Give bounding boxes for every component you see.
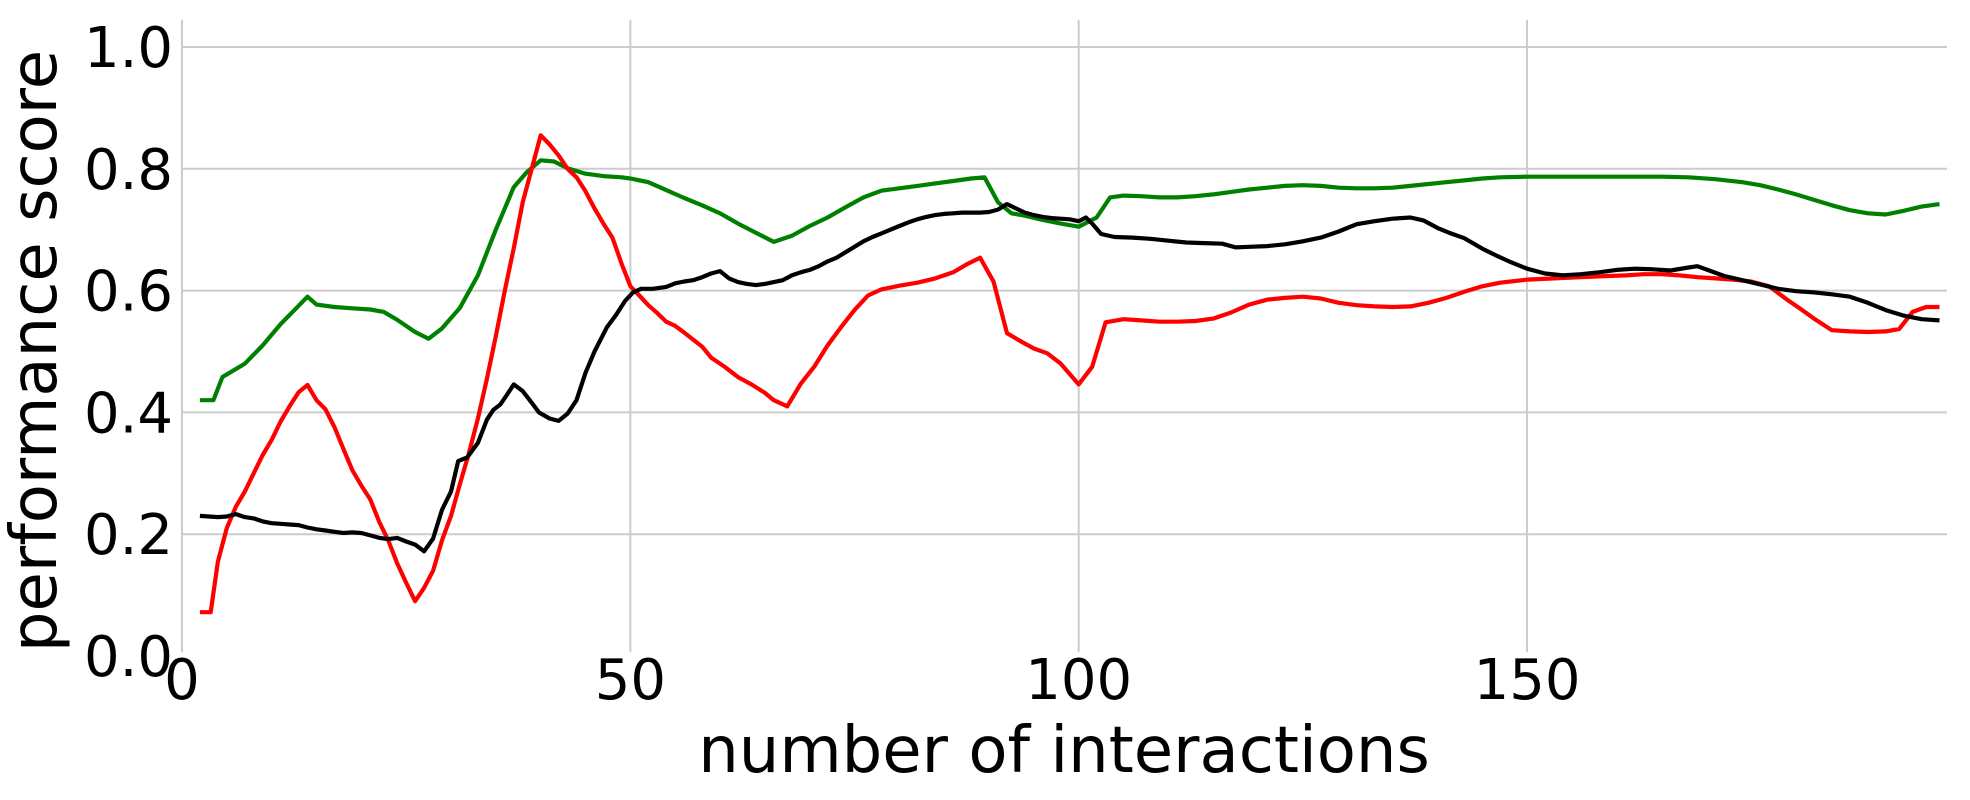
series-green-line [199,158,1940,403]
y-tick-label: 1.0 [84,16,173,81]
y-tick-label: 0.4 [84,381,173,446]
series-layer [199,133,1940,615]
y-tick-label: 0.2 [84,503,173,568]
x-axis-label: number of interactions [698,714,1430,788]
y-tick-label: 0.0 [84,625,173,690]
tick-layer: 0 50 100 150 0.0 0.2 0.4 0.6 0.8 1.0 [84,16,1581,713]
series-red-line [199,133,1940,615]
series-black-line [199,202,1940,554]
x-tick-label: 100 [1025,648,1132,713]
x-tick-label: 0 [164,648,200,713]
y-tick-label: 0.6 [84,260,173,325]
x-tick-label: 150 [1474,648,1581,713]
grid-layer [181,20,1947,652]
y-axis-label: performance score [0,50,72,652]
x-tick-label: 50 [595,648,666,713]
y-tick-label: 0.8 [84,138,173,203]
